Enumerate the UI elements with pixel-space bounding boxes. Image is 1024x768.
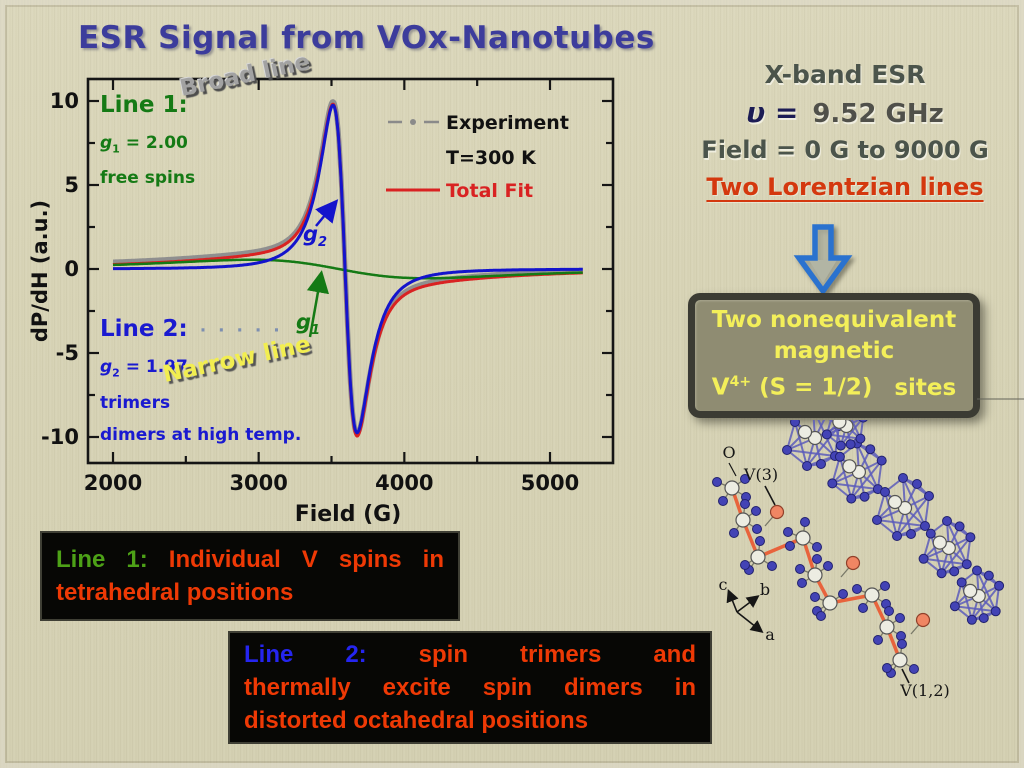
conclusion-line1: Two nonequivalent bbox=[711, 307, 957, 333]
chain-atoms bbox=[712, 474, 919, 678]
svg-text:3000: 3000 bbox=[229, 471, 287, 495]
caption-box-line2: Line 2: spin trimers and thermally excit… bbox=[228, 631, 712, 744]
g1-arrow bbox=[306, 270, 330, 338]
caption2-row3: distorted octahedral positions bbox=[244, 707, 589, 734]
svg-text:T=300 K: T=300 K bbox=[446, 147, 537, 169]
svg-text:Experiment: Experiment bbox=[446, 112, 569, 134]
axis-ticks bbox=[88, 79, 613, 463]
svg-text:10: 10 bbox=[50, 89, 79, 113]
crystal-label: V(3) bbox=[743, 465, 778, 484]
svg-text:-5: -5 bbox=[56, 341, 79, 365]
plot-frame bbox=[86, 77, 615, 465]
curve-line2-narrow bbox=[112, 103, 584, 435]
dotted-line-symbol: · · · · · bbox=[199, 321, 283, 341]
svg-text:Total Fit: Total Fit bbox=[446, 180, 533, 202]
polyhedra-clusters bbox=[782, 420, 1005, 625]
crystal-label: c bbox=[719, 575, 728, 594]
svg-text:5000: 5000 bbox=[521, 471, 579, 495]
line1-title: Line 1: bbox=[100, 92, 188, 118]
g1-curve-label: g1 bbox=[296, 310, 321, 339]
nu-symbol: υ = bbox=[746, 96, 799, 129]
v3-atoms bbox=[764, 504, 931, 635]
svg-text:2000: 2000 bbox=[84, 471, 142, 495]
annotation-line2: Line 2: · · · · · g2 = 1.97 trimers dimer… bbox=[100, 316, 301, 445]
caption2-row1: Line 2: spin trimers and bbox=[244, 641, 697, 668]
svg-text:0: 0 bbox=[64, 257, 79, 281]
svg-text:4000: 4000 bbox=[375, 471, 433, 495]
xband-text: X-band ESR bbox=[764, 60, 926, 89]
line1-g-value: g1 = 2.00 bbox=[100, 133, 188, 156]
line2-desc2: dimers at high temp. bbox=[100, 425, 302, 446]
frequency-text: υ = 9.52 GHz bbox=[746, 96, 944, 129]
conclusion-box: Two nonequivalent magnetic V4+ (S = 1/2)… bbox=[688, 293, 980, 418]
line2-title: Line 2: bbox=[100, 316, 188, 342]
crystal-label: V(1,2) bbox=[899, 681, 949, 700]
axes-arrows bbox=[726, 589, 764, 633]
slide-title: ESR Signal from VOx-Nanotubes bbox=[78, 20, 655, 56]
curve-line1-broad bbox=[112, 258, 584, 280]
caption1-row1: Line 1: Individual V spins in bbox=[56, 546, 444, 573]
two-lorentzian-lines-text: Two Lorentzian lines bbox=[706, 173, 984, 201]
crystal-label: b bbox=[760, 580, 770, 599]
y-axis-title: dP/dH (a.u.) bbox=[30, 200, 52, 342]
caption-box-line1: Line 1: Individual V spins in tetrahedra… bbox=[40, 531, 460, 621]
line1-desc: free spins bbox=[100, 168, 196, 189]
g2-curve-label: g2 bbox=[303, 222, 328, 251]
down-arrow-icon bbox=[793, 224, 853, 296]
annotation-line1: Line 1: g1 = 2.00 free spins bbox=[100, 92, 195, 188]
caption1-row2: tetrahedral positions bbox=[56, 579, 294, 606]
svg-text:-10: -10 bbox=[41, 425, 79, 449]
line2-desc1: trimers bbox=[100, 393, 171, 414]
x-axis-title: Field (G) bbox=[295, 502, 402, 527]
svg-text:5: 5 bbox=[64, 173, 79, 197]
field-range-text: Field = 0 G to 9000 G bbox=[701, 136, 989, 164]
chart-legend: Experiment T=300 K Total Fit bbox=[386, 112, 569, 202]
divider-line bbox=[977, 398, 1024, 400]
conclusion-line3: V4+ (S = 1/2) sites bbox=[711, 374, 957, 401]
conclusion-line2: magnetic bbox=[773, 338, 895, 364]
caption2-row2: thermally excite spin dimers in bbox=[244, 674, 696, 701]
arrow-shape bbox=[793, 224, 853, 296]
crystal-label: a bbox=[765, 625, 775, 644]
crystal-label: O bbox=[722, 443, 735, 462]
line2-title-row: Line 2: · · · · · bbox=[100, 316, 301, 342]
crystal-structure-figure: O V(3) V(1,2) c b a bbox=[712, 420, 1005, 700]
right-info-panel: X-band ESR υ = 9.52 GHz Field = 0 G to 90… bbox=[688, 60, 1002, 201]
g2-arrow bbox=[315, 199, 339, 227]
line2-g-value: g2 = 1.97 bbox=[100, 357, 188, 380]
